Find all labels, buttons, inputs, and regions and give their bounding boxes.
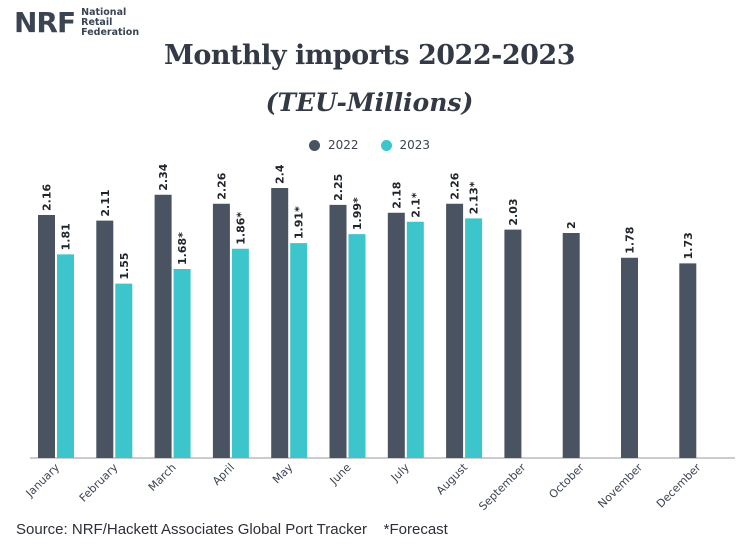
data-label-2022-july: 2.18 xyxy=(390,182,403,209)
bar-2022-november xyxy=(621,257,638,458)
data-label-2022-november: 1.78 xyxy=(624,227,637,254)
legend-label-2022: 2022 xyxy=(327,138,359,152)
x-tick-label-september: September xyxy=(476,461,529,514)
data-label-2022-december: 1.73 xyxy=(682,232,695,259)
logo-mark: NRF xyxy=(14,6,76,39)
logo-name-line: National xyxy=(81,7,127,18)
data-label-2023-august: 2.13* xyxy=(468,181,481,214)
x-tick-label-december: December xyxy=(654,461,704,511)
x-tick-label-august: August xyxy=(434,460,471,497)
forecast-note: *Forecast xyxy=(383,521,448,538)
nrf-logo: NRF National Retail Federation xyxy=(14,8,139,38)
x-tick-label-november: November xyxy=(595,461,645,511)
data-label-2022-april: 2.26 xyxy=(215,172,228,199)
legend-swatch-2022 xyxy=(308,139,320,151)
data-label-2023-january: 1.81 xyxy=(60,223,73,250)
x-tick-label-february: February xyxy=(77,461,121,505)
data-label-2023-april: 1.86* xyxy=(234,212,247,245)
chart-title: Monthly imports 2022-2023 xyxy=(164,40,575,71)
legend-item-2023: 2023 xyxy=(380,138,431,152)
x-tick-label-january: January xyxy=(23,461,63,501)
x-tick-label-april: April xyxy=(210,461,237,488)
data-label-2022-august: 2.26 xyxy=(449,172,462,199)
data-label-2022-october: 2 xyxy=(565,221,578,229)
bar-2023-january xyxy=(57,254,74,458)
bar-2022-january xyxy=(38,215,55,458)
data-label-2022-september: 2.03 xyxy=(507,198,520,225)
data-label-2022-may: 2.4 xyxy=(274,164,287,184)
data-label-2023-june: 1.99* xyxy=(351,197,364,230)
bar-2023-june xyxy=(348,234,366,458)
legend-swatch-2023 xyxy=(380,139,392,151)
data-label-2022-march: 2.34 xyxy=(157,163,170,190)
bar-2022-march xyxy=(154,194,172,458)
logo-name: National Retail Federation xyxy=(81,8,139,38)
data-label-2023-july: 2.1* xyxy=(409,192,422,217)
bar-2023-february xyxy=(115,283,133,458)
bar-2023-august xyxy=(465,218,483,458)
legend-item-2022: 2022 xyxy=(308,138,359,152)
data-label-2022-june: 2.25 xyxy=(332,174,345,201)
chart-legend: 2022 2023 xyxy=(0,138,739,152)
x-tick-label-may: May xyxy=(270,461,296,487)
data-label-2022-january: 2.16 xyxy=(41,184,54,211)
bar-2023-april xyxy=(231,248,249,458)
data-label-2023-february: 1.55 xyxy=(118,252,131,279)
data-label-2023-may: 1.91* xyxy=(293,206,306,239)
bar-2022-may xyxy=(271,188,289,458)
x-tick-label-october: October xyxy=(546,461,587,502)
logo-name-line: Federation xyxy=(81,27,140,38)
source-text: Source: NRF/Hackett Associates Global Po… xyxy=(16,521,367,538)
bar-2022-august xyxy=(446,203,464,458)
bar-2022-september xyxy=(504,229,522,458)
bar-2022-july xyxy=(387,212,405,458)
bar-2022-february xyxy=(96,220,114,458)
bar-2022-december xyxy=(679,263,697,458)
bar-2022-april xyxy=(212,203,230,458)
chart-subtitle: (TEU-Millions) xyxy=(265,88,474,117)
bar-2023-july xyxy=(406,221,424,458)
bar-2023-march xyxy=(173,269,191,458)
data-label-2022-february: 2.11 xyxy=(99,189,112,216)
logo-name-line: Retail xyxy=(81,17,113,28)
data-label-2023-march: 1.68* xyxy=(176,232,189,265)
x-tick-label-march: March xyxy=(146,461,179,494)
bar-2022-october xyxy=(562,233,580,458)
bar-2023-may xyxy=(290,243,308,458)
legend-label-2023: 2023 xyxy=(399,138,431,152)
bar-2022-june xyxy=(329,204,347,458)
x-tick-label-june: June xyxy=(327,461,354,488)
source-note: Source: NRF/Hackett Associates Global Po… xyxy=(16,521,448,538)
x-tick-label-july: July xyxy=(388,461,412,485)
